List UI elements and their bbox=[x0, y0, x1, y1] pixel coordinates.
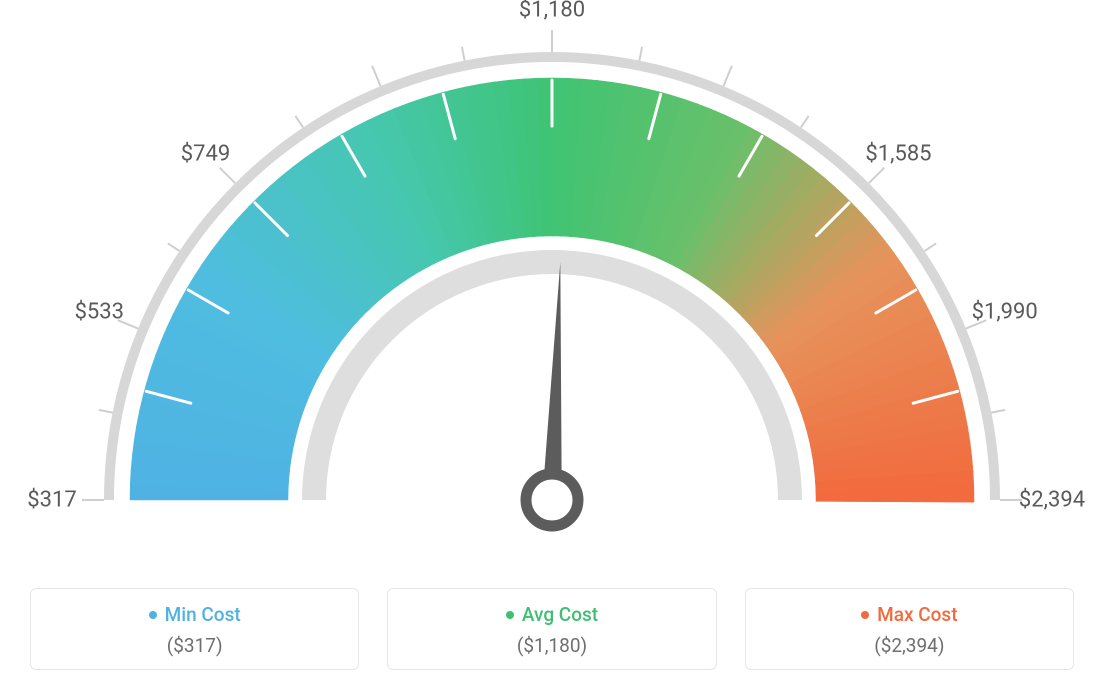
legend-dot-icon bbox=[506, 611, 514, 619]
legend-title: Avg Cost bbox=[522, 603, 598, 626]
gauge-tick-label: $533 bbox=[75, 300, 124, 325]
gauge-tick-label: $317 bbox=[27, 488, 76, 513]
gauge-svg bbox=[0, 0, 1104, 560]
legend-value: ($2,394) bbox=[756, 634, 1063, 657]
gauge-tick-label: $1,990 bbox=[972, 300, 1038, 325]
legend-card: Max Cost ($2,394) bbox=[745, 588, 1074, 670]
legend-dot-icon bbox=[149, 611, 157, 619]
cost-gauge: $317 $533 $749 $1,180 $1,585 $1,990 $2,394 bbox=[0, 0, 1104, 560]
legend-dot-icon bbox=[861, 611, 869, 619]
gauge-tick-label: $749 bbox=[181, 141, 230, 166]
legend-card: Min Cost ($317) bbox=[30, 588, 359, 670]
gauge-tick-label: $1,585 bbox=[865, 141, 931, 166]
legend-title: Max Cost bbox=[877, 603, 957, 626]
gauge-hub bbox=[526, 474, 578, 526]
legend-row: Min Cost ($317) Avg Cost ($1,180) Max Co… bbox=[0, 588, 1104, 670]
gauge-tick-label: $1,180 bbox=[519, 0, 585, 23]
gauge-needle bbox=[542, 262, 562, 502]
legend-title: Min Cost bbox=[165, 603, 241, 626]
legend-value: ($1,180) bbox=[398, 634, 705, 657]
legend-value: ($317) bbox=[41, 634, 348, 657]
legend-card: Avg Cost ($1,180) bbox=[387, 588, 716, 670]
gauge-tick-label: $2,394 bbox=[1019, 488, 1085, 513]
